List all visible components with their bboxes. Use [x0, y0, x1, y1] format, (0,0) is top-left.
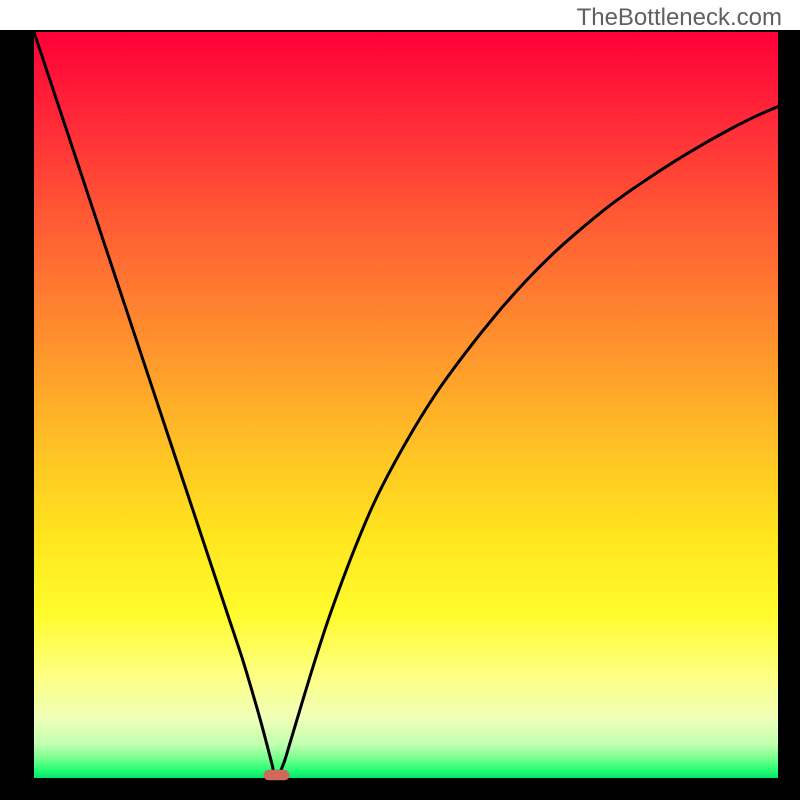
plot-background: [34, 32, 778, 778]
chart-container: TheBottleneck.com: [0, 0, 800, 800]
bottleneck-chart: [0, 0, 800, 800]
watermark-strip: [0, 0, 800, 30]
min-marker: [264, 770, 290, 780]
